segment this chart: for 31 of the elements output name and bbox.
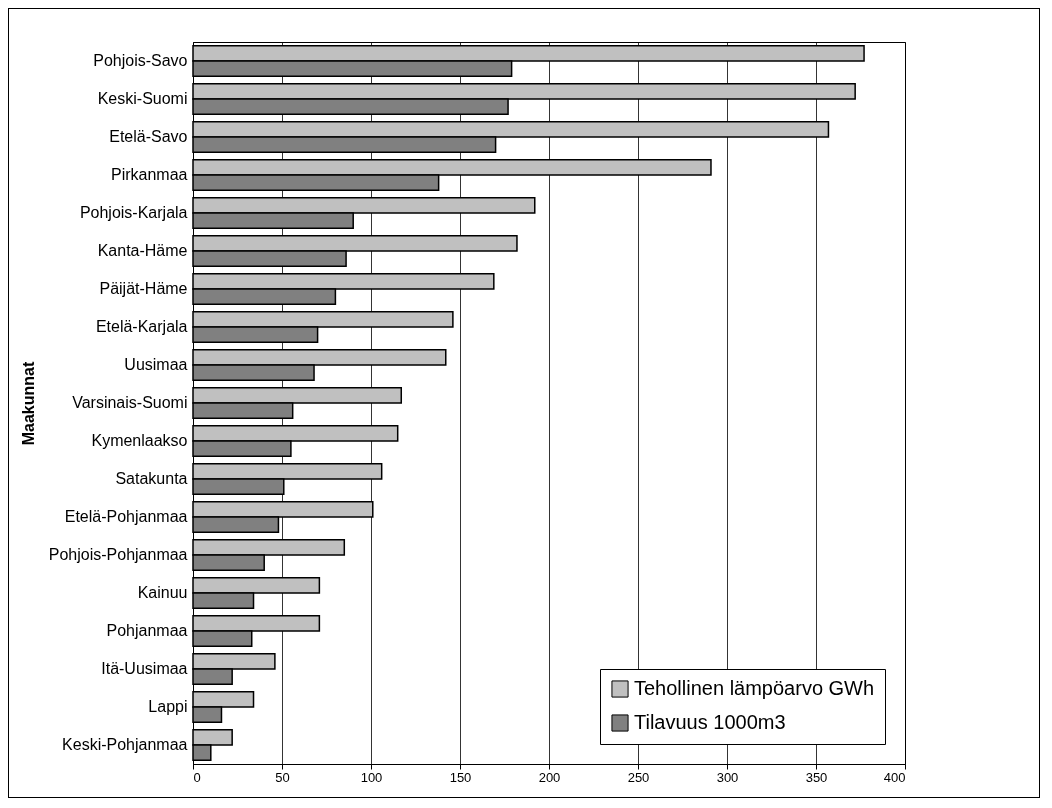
y-tick-label: Etelä-Savo (109, 128, 188, 145)
y-tick-label: Uusimaa (124, 356, 188, 373)
y-tick-label: Varsinais-Suomi (72, 394, 188, 411)
x-tick-label: 0 (193, 769, 201, 785)
x-tick-label: 350 (805, 769, 828, 785)
y-tick-label: Keski-Suomi (97, 90, 188, 107)
x-tick-label: 50 (275, 769, 290, 785)
legend-label: Tilavuus 1000m3 (634, 711, 786, 733)
y-tick-label: Keski-Pohjanmaa (62, 736, 188, 753)
y-tick-label: Etelä-Karjala (95, 318, 188, 335)
x-tick-label: 250 (627, 769, 650, 785)
y-axis-title: Maakunnat (19, 361, 37, 446)
y-tick-label: Pohjois-Savo (93, 52, 188, 69)
y-tick-label: Etelä-Pohjanmaa (64, 508, 188, 525)
x-tick-label: 200 (538, 769, 561, 785)
x-tick-label: 150 (449, 769, 472, 785)
y-tick-label: Pohjois-Pohjanmaa (48, 546, 188, 563)
y-tick-label: Kainuu (137, 584, 188, 601)
x-tick-label: 400 (883, 769, 906, 785)
y-tick-label: Päijät-Häme (99, 280, 188, 297)
y-tick-label: Kymenlaakso (91, 432, 188, 449)
y-tick-label: Pirkanmaa (111, 166, 188, 183)
x-tick-label: 300 (716, 769, 739, 785)
y-tick-label: Satakunta (115, 470, 188, 487)
y-tick-label: Kanta-Häme (97, 242, 188, 259)
y-tick-label: Lappi (148, 698, 188, 715)
legend-label: Tehollinen lämpöarvo GWh (634, 677, 875, 699)
y-tick-label: Pohjois-Karjala (79, 204, 188, 221)
x-tick-label: 100 (360, 769, 383, 785)
y-tick-label: Pohjanmaa (106, 622, 188, 639)
y-tick-label: Itä-Uusimaa (101, 660, 188, 677)
